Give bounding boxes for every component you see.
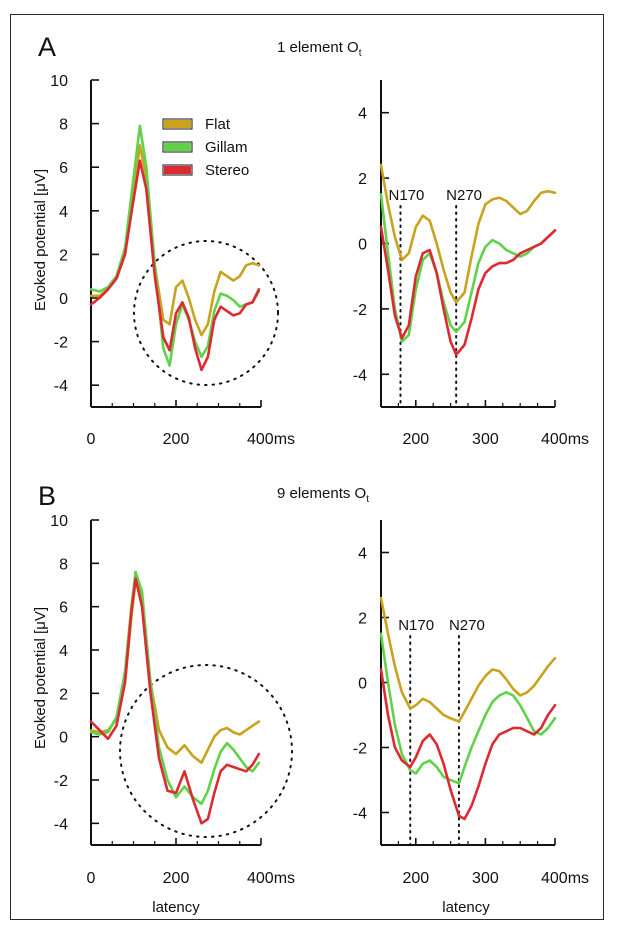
y-tick-label: 2: [358, 611, 367, 628]
series-line-gillam: [379, 193, 557, 343]
panel-a-label: A: [38, 32, 56, 62]
chart-B-right: -4 -2 0 2 4 200 300 400ms N170 N270: [353, 520, 589, 887]
y-tick-label: 0: [358, 676, 367, 693]
legend-label-flat: Flat: [205, 116, 231, 133]
y-tick-label: -2: [54, 335, 68, 352]
legend-label-gillam: Gillam: [205, 139, 248, 156]
panel-b-title-sub: t: [366, 494, 369, 505]
chart-A-left: -4 -2 0 2 4 6 8 10 0 200 400ms: [50, 73, 295, 448]
chart-B-left: -4 -2 0 2 4 6 8 10 0 200 400ms: [50, 513, 295, 887]
y-tick-label: 8: [59, 117, 68, 134]
series-line-flat: [379, 163, 557, 304]
y-tick-label: 10: [50, 73, 68, 90]
x-tick-label: 0: [87, 431, 96, 448]
series-line-gillam: [89, 570, 261, 806]
y-tick-label: -4: [54, 378, 68, 395]
panel-b-highlight-circle: [119, 664, 293, 838]
y-tick-label: 4: [59, 643, 68, 660]
series-line-stereo: [89, 159, 261, 372]
y-tick-label: -2: [353, 741, 367, 758]
y-tick-label: 4: [358, 546, 367, 563]
figure-frame: [10, 14, 604, 920]
panel-a-ylabel: Evoked potential [μV]: [32, 169, 49, 311]
x-tick-label: 200: [402, 870, 429, 887]
y-tick-label: 0: [358, 237, 367, 254]
y-tick-label: 0: [59, 291, 68, 308]
series-line-stereo: [89, 577, 261, 825]
y-tick-label: 6: [59, 160, 68, 177]
annotation-n270: N270: [446, 187, 482, 204]
x-tick-label: 400ms: [247, 431, 295, 448]
legend-swatch-gillam: [162, 141, 193, 153]
x-tick-label: 400ms: [541, 431, 589, 448]
y-tick-label: 4: [59, 204, 68, 221]
y-tick-label: 6: [59, 600, 68, 617]
annotation-n170: N170: [388, 187, 424, 204]
x-tick-label: 400ms: [541, 870, 589, 887]
panel-b-right-xlabel: latency: [442, 899, 490, 916]
y-tick-label: 2: [358, 171, 367, 188]
y-tick-label: -2: [54, 773, 68, 790]
x-tick-label: 300: [472, 870, 499, 887]
legend-swatch-flat: [162, 118, 193, 130]
panel-b-title-main: 9 elements O: [277, 485, 366, 502]
panel-a-title-sub: t: [359, 48, 362, 59]
legend-label-stereo: Stereo: [205, 162, 249, 179]
legend-swatch-flat-fill: [164, 120, 191, 128]
x-tick-label: 200: [163, 431, 190, 448]
series-line-flat: [379, 596, 557, 723]
panel-b-ylabel: Evoked potential [μV]: [32, 607, 49, 749]
annotation-n270: N270: [449, 617, 485, 634]
x-tick-label: 200: [163, 870, 190, 887]
panel-b-left-xlabel: latency: [152, 899, 200, 916]
legend-swatch-stereo: [162, 164, 193, 176]
x-tick-label: 200: [402, 431, 429, 448]
panel-a-title: 1 element Ot: [277, 39, 362, 59]
x-tick-label: 0: [87, 870, 96, 887]
panel-a-highlight-circle: [133, 240, 279, 386]
y-tick-label: 2: [59, 686, 68, 703]
y-tick-label: -4: [353, 367, 367, 384]
panel-a-title-main: 1 element O: [277, 39, 359, 56]
panel-b-label: B: [38, 481, 56, 511]
y-tick-label: -2: [353, 302, 367, 319]
legend-swatch-stereo-fill: [164, 166, 191, 174]
y-tick-label: 4: [358, 106, 367, 123]
y-tick-label: -4: [353, 806, 367, 823]
series-line-stereo: [379, 668, 557, 821]
series-line-stereo: [379, 225, 557, 356]
annotation-n170: N170: [398, 617, 434, 634]
panel-b-title: 9 elements Ot: [277, 485, 369, 505]
y-tick-label: 2: [59, 247, 68, 264]
y-tick-label: -4: [54, 816, 68, 833]
legend-swatch-gillam-fill: [164, 143, 191, 151]
legend: Flat Gillam Stereo: [162, 116, 249, 179]
y-tick-label: 10: [50, 513, 68, 530]
y-tick-label: 0: [59, 730, 68, 747]
series-line-gillam: [379, 632, 557, 785]
x-tick-label: 400ms: [247, 870, 295, 887]
chart-A-right: -4 -2 0 2 4 200 300 400ms N170 N270: [353, 80, 589, 448]
y-tick-label: 8: [59, 556, 68, 573]
x-tick-label: 300: [472, 431, 499, 448]
